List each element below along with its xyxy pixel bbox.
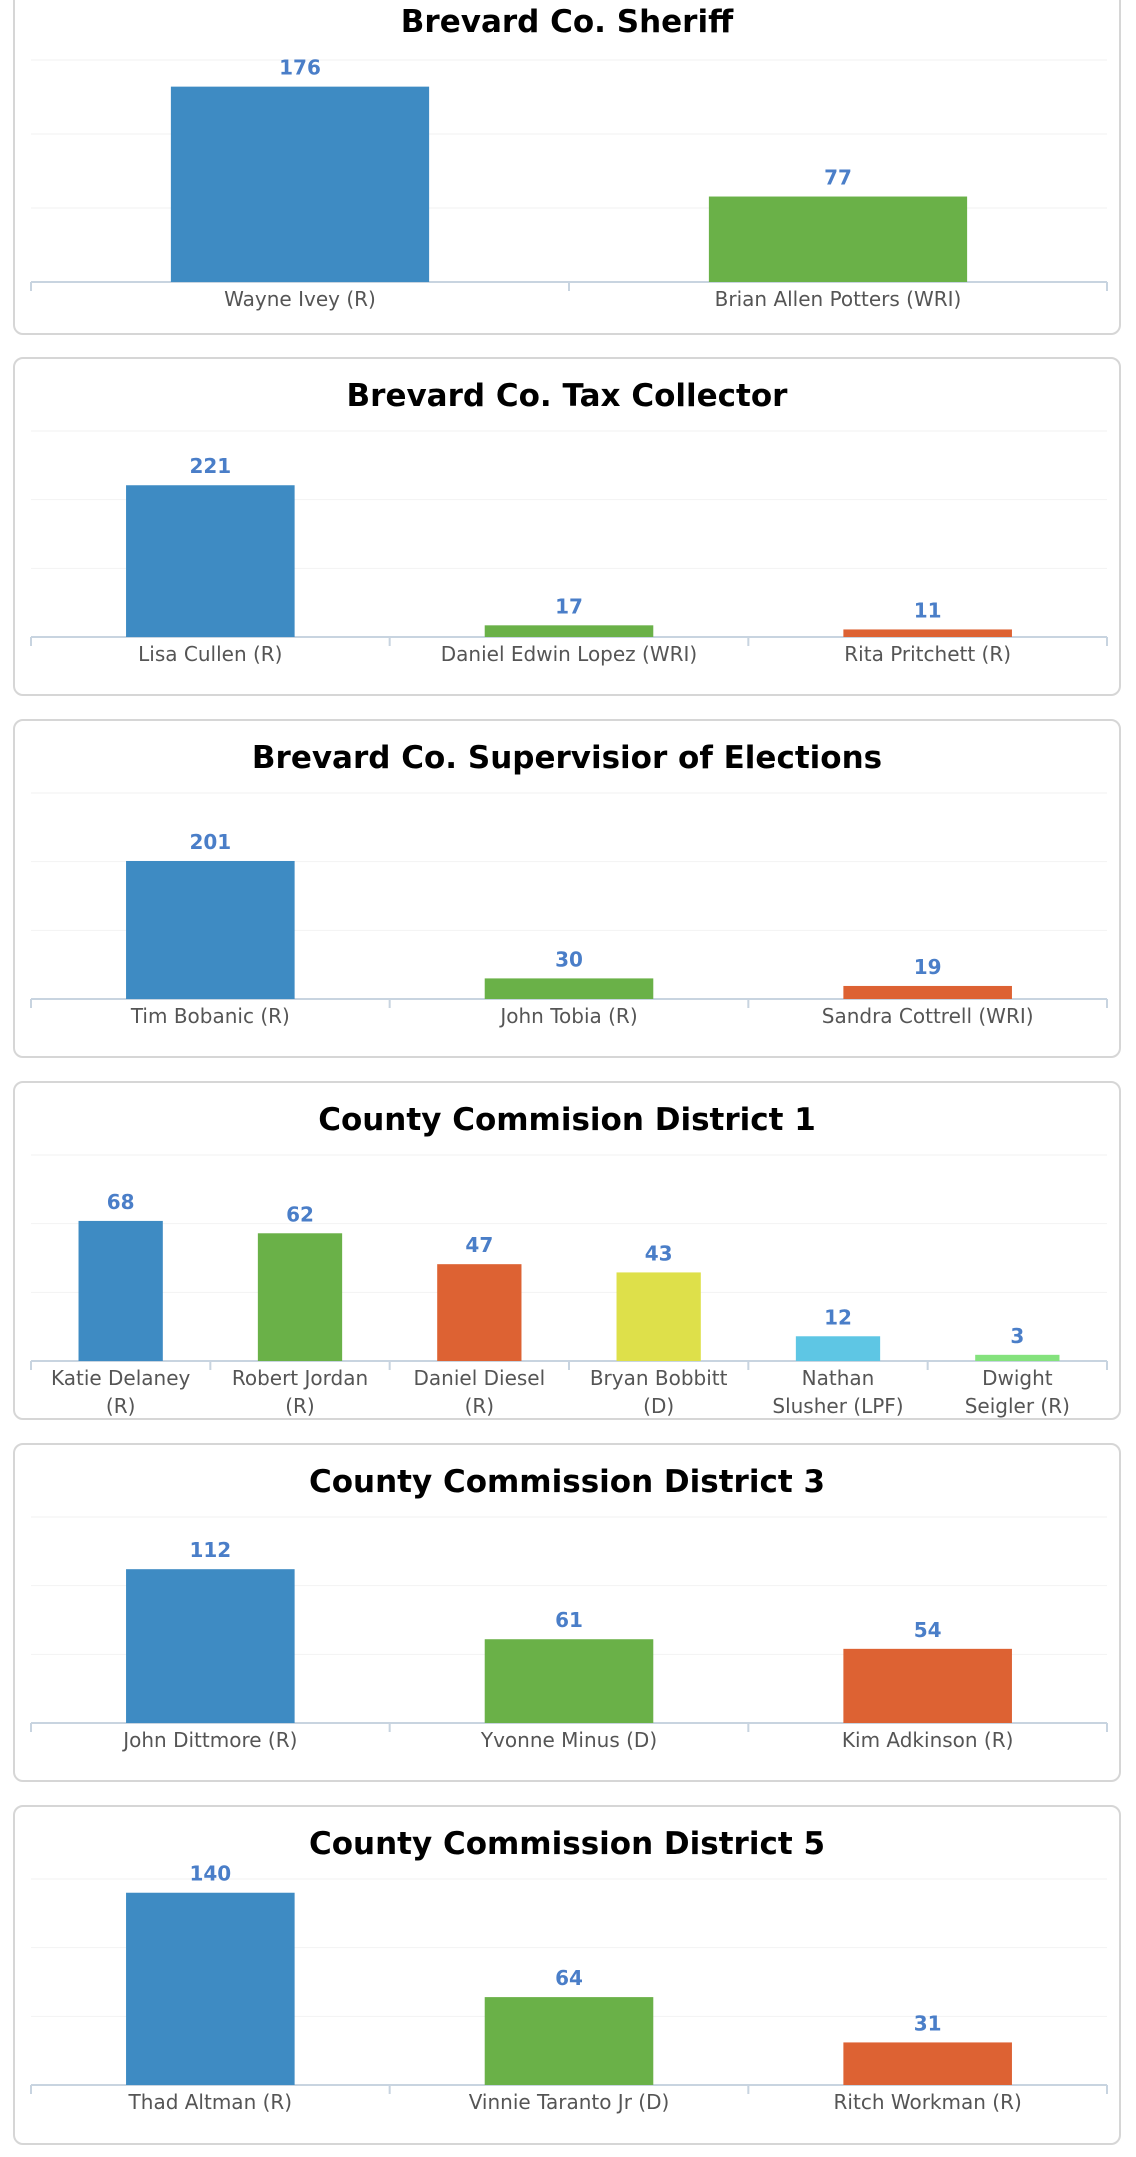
bar (170, 86, 430, 282)
chart-sheriff: Brevard Co. Sheriff 176 Wayne Ivey (R) 77 Br… (30, 4, 1108, 311)
x-tick-label: Katie Delaney (51, 1366, 191, 1390)
x-tick-label: (R) (465, 1394, 495, 1418)
x-tick-label: Seigler (R) (965, 1394, 1070, 1418)
chart-card-supervisor-elections: Brevard Co. Supervisior of Elections 201 T… (13, 719, 1121, 1058)
data-label: 77 (824, 166, 852, 190)
x-tick-label: Kim Adkinson (R) (842, 1728, 1014, 1752)
data-label: 43 (645, 1241, 673, 1265)
data-label: 47 (465, 1233, 493, 1257)
bar (843, 985, 1012, 999)
bar (484, 1997, 654, 2085)
bar (126, 1892, 295, 2085)
chart-district-3: County Commission District 3 112 John Ditt… (30, 1464, 1108, 1752)
data-label: 64 (555, 1966, 583, 1990)
data-label: 3 (1010, 1324, 1024, 1348)
x-tick-label: Robert Jordan (232, 1366, 368, 1390)
bar (975, 1354, 1060, 1361)
chart-district-5: County Commission District 5 140 Thad Altm… (30, 1826, 1108, 2114)
chart-title: Brevard Co. Sheriff (401, 4, 734, 40)
bar (126, 485, 295, 637)
x-tick-label: John Dittmore (R) (121, 1728, 297, 1752)
chart-card-sheriff: Brevard Co. Sheriff 176 Wayne Ivey (R) 77 Br… (13, 0, 1121, 335)
bar (616, 1272, 701, 1361)
bar (708, 196, 968, 282)
data-label: 17 (555, 594, 583, 618)
chart-title: Brevard Co. Tax Collector (347, 378, 789, 414)
data-label: 176 (279, 56, 321, 80)
data-label: 112 (189, 1538, 231, 1562)
bar (126, 860, 295, 999)
x-tick-label: Brian Allen Potters (WRI) (715, 287, 962, 311)
x-tick-label: Bryan Bobbitt (590, 1366, 728, 1390)
bar (484, 1639, 654, 1723)
chart-card-district-1: County Commision District 1 68 Katie Delan… (13, 1081, 1121, 1420)
bar (257, 1233, 343, 1361)
x-tick-label: Ritch Workman (R) (834, 2090, 1022, 2114)
chart-title: County Commission District 5 (309, 1826, 825, 1862)
x-tick-label: Tim Bobanic (R) (130, 1004, 290, 1028)
data-label: 140 (189, 1862, 231, 1886)
chart-tax-collector: Brevard Co. Tax Collector 221 Lisa Cullen … (30, 378, 1108, 666)
x-tick-label: Daniel Edwin Lopez (WRI) (441, 642, 697, 666)
bar (484, 625, 654, 637)
bar (843, 1648, 1012, 1723)
chart-district-1: County Commision District 1 68 Katie Delan… (30, 1102, 1108, 1418)
bar (437, 1264, 522, 1361)
x-tick-label: Nathan (802, 1366, 875, 1390)
chart-title: County Commission District 3 (309, 1464, 825, 1500)
x-tick-label: (R) (106, 1394, 136, 1418)
data-label: 30 (555, 947, 583, 971)
x-tick-label: Dwight (982, 1366, 1053, 1390)
chart-card-tax-collector: Brevard Co. Tax Collector 221 Lisa Cullen … (13, 357, 1121, 696)
x-tick-label: Thad Altman (R) (128, 2090, 293, 2114)
data-label: 54 (914, 1618, 942, 1642)
data-label: 12 (824, 1305, 852, 1329)
chart-title: County Commision District 1 (318, 1102, 816, 1138)
x-tick-label: Lisa Cullen (R) (138, 642, 282, 666)
bar (795, 1336, 881, 1361)
x-tick-label: John Tobia (R) (498, 1004, 637, 1028)
x-tick-label: Wayne Ivey (R) (224, 287, 376, 311)
chart-card-district-5: County Commission District 5 140 Thad Altm… (13, 1805, 1121, 2145)
x-tick-label: Yvonne Minus (D) (480, 1728, 657, 1752)
data-label: 19 (914, 955, 942, 979)
x-tick-label: Daniel Diesel (414, 1366, 546, 1390)
data-label: 61 (555, 1608, 583, 1632)
data-label: 201 (189, 830, 231, 854)
chart-supervisor-elections: Brevard Co. Supervisior of Elections 201 T… (30, 740, 1108, 1028)
bar (843, 2042, 1012, 2085)
data-label: 68 (107, 1190, 135, 1214)
data-label: 62 (286, 1202, 314, 1226)
data-label: 221 (189, 454, 231, 478)
x-tick-label: (R) (285, 1394, 315, 1418)
x-tick-label: Rita Pritchett (R) (844, 642, 1011, 666)
x-tick-label: Slusher (LPF) (772, 1394, 903, 1418)
bar (484, 978, 654, 999)
bar (126, 1569, 295, 1723)
bar (843, 629, 1012, 637)
x-tick-label: (D) (643, 1394, 674, 1418)
chart-title: Brevard Co. Supervisior of Elections (252, 740, 882, 776)
bar (78, 1220, 163, 1361)
data-label: 31 (914, 2011, 942, 2035)
x-tick-label: Sandra Cottrell (WRI) (822, 1004, 1034, 1028)
x-tick-label: Vinnie Taranto Jr (D) (469, 2090, 670, 2114)
data-label: 11 (914, 598, 942, 622)
chart-card-district-3: County Commission District 3 112 John Ditt… (13, 1443, 1121, 1782)
